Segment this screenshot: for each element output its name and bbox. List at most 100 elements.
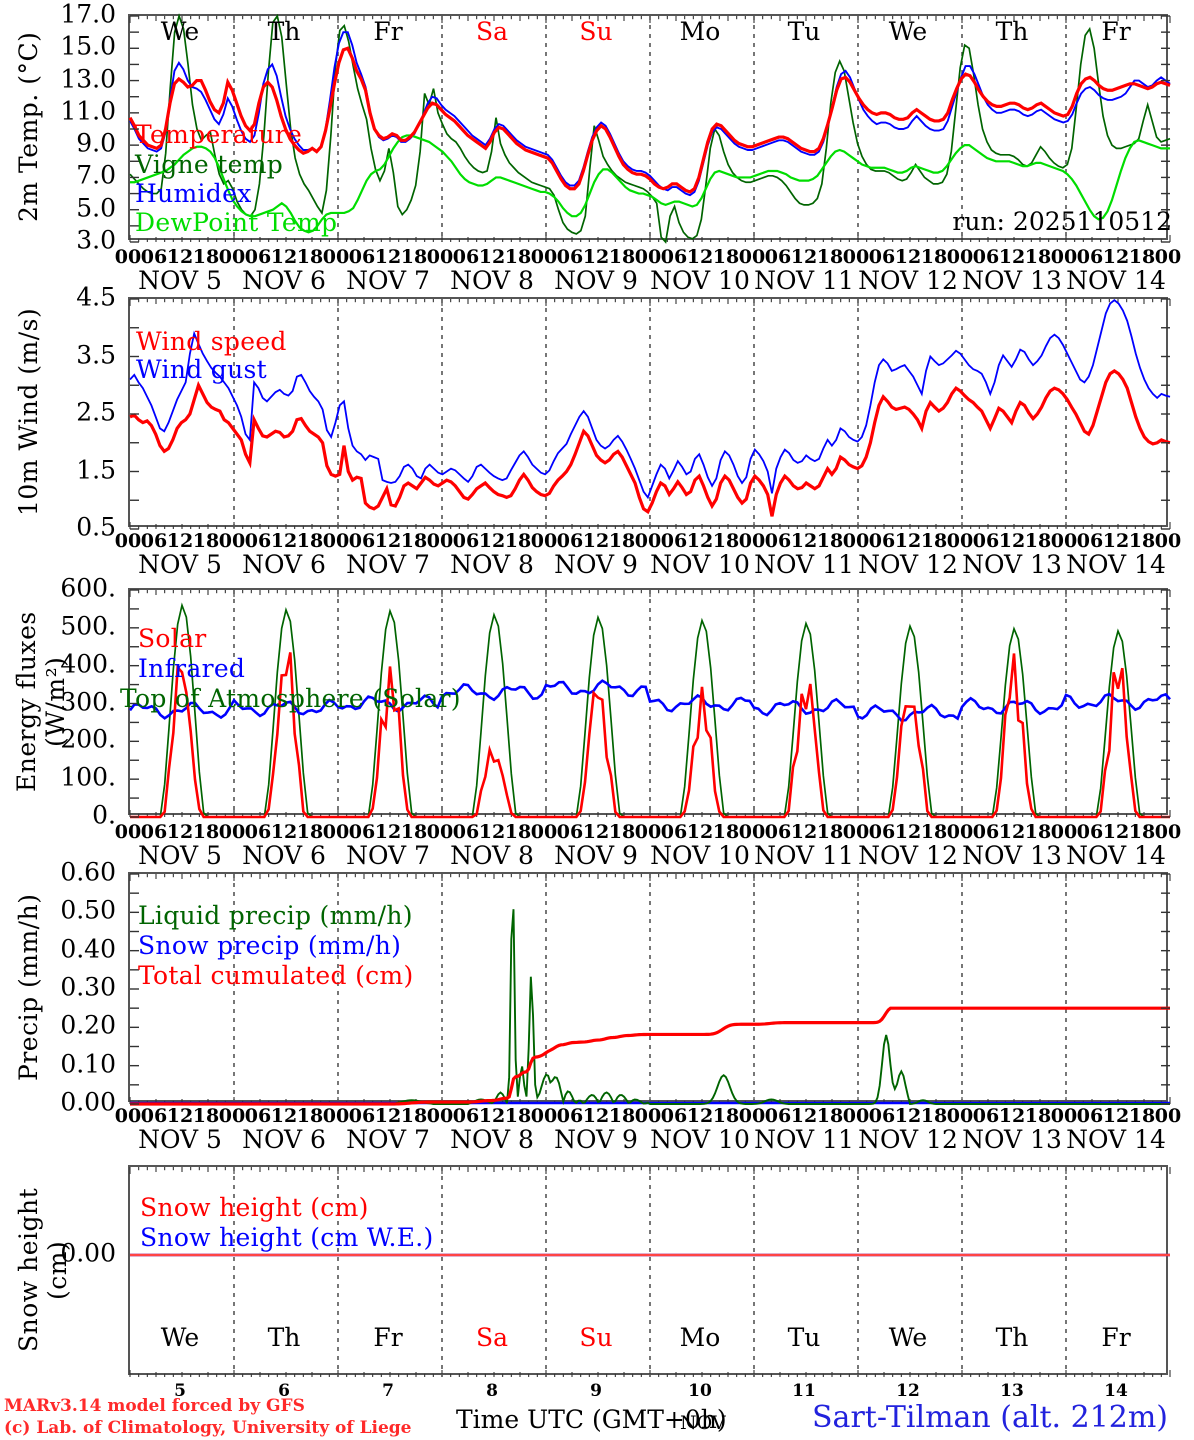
xtick-hour: 12 — [686, 821, 714, 843]
xdate-label: NOV 9 — [554, 550, 638, 579]
xdate-label: NOV 10 — [650, 550, 750, 579]
day-name-top: Fr — [373, 17, 403, 46]
ytick: 0.50 — [60, 895, 116, 925]
xtick-hour: 00 — [426, 246, 454, 268]
legend-wind-speed: Wind speed — [136, 327, 287, 356]
xdate-label: NOV 6 — [242, 266, 326, 295]
xtick-hour: 18 — [192, 1105, 220, 1127]
xtick-hour: 06 — [244, 821, 272, 843]
time-axis-label: Time UTC (GMT+0h) — [456, 1405, 727, 1434]
xtick-hour: 06 — [660, 246, 688, 268]
ytick: 9.0 — [76, 128, 116, 158]
xtick-hour: 12 — [894, 530, 922, 552]
day-number: 13 — [1000, 1381, 1024, 1401]
day-name-bottom: Tu — [787, 1323, 821, 1352]
xtick-hour: 18 — [920, 821, 948, 843]
wind-plot-area — [128, 297, 1171, 530]
xtick-hour: 18 — [712, 821, 740, 843]
xtick-hour: 00 — [842, 1105, 870, 1127]
xtick-hour: 06 — [244, 530, 272, 552]
precip-curves — [129, 873, 1171, 1106]
xtick-hour: 06 — [764, 530, 792, 552]
xtick-hour: 18 — [1128, 246, 1156, 268]
xtick-hour: 06 — [452, 530, 480, 552]
xtick-hour: 18 — [920, 1105, 948, 1127]
day-name-top: Mo — [679, 17, 721, 46]
xtick-hour: 06 — [868, 1105, 896, 1127]
xdate-label: NOV 6 — [242, 1125, 326, 1154]
xdate-label: NOV 12 — [858, 550, 958, 579]
xtick-hour: 00 — [114, 821, 142, 843]
xtick-hour: 12 — [998, 1105, 1026, 1127]
xtick-hour: 00 — [218, 821, 246, 843]
xdate-label: NOV 8 — [450, 266, 534, 295]
xtick-hour: 12 — [478, 530, 506, 552]
xdate-label: NOV 13 — [962, 266, 1062, 295]
xtick-hour: 00 — [1050, 1105, 1078, 1127]
xdate-label: NOV 13 — [962, 1125, 1062, 1154]
xdate-label: NOV 8 — [450, 550, 534, 579]
legend-vigne-temp: Vigne temp — [135, 150, 284, 179]
xtick-hour: 00 — [946, 821, 974, 843]
panel-precip: Precip (mm/h) 0.60 0.50 0.40 0.30 0.20 0… — [0, 858, 1194, 1165]
xtick-hour: 12 — [374, 1105, 402, 1127]
panel-temperature: 2m Temp. (°C) 17.0 15.0 13.0 11.0 9.0 7.… — [0, 0, 1194, 297]
ytick: 0.60 — [60, 857, 116, 887]
xtick-hour: 12 — [790, 821, 818, 843]
ytick: 4.5 — [76, 282, 116, 312]
xtick-hour: 18 — [296, 530, 324, 552]
xtick-hour: 18 — [504, 530, 532, 552]
xtick-hour: 12 — [1102, 821, 1130, 843]
day-name-bottom: We — [888, 1323, 928, 1352]
xtick-hour: 12 — [582, 1105, 610, 1127]
xtick-hour: 12 — [582, 246, 610, 268]
xtick-hour: 06 — [1076, 530, 1104, 552]
xtick-hour: 06 — [660, 1105, 688, 1127]
xtick-hour: 06 — [140, 821, 168, 843]
xtick-hour: 06 — [764, 1105, 792, 1127]
xtick-hour: 00 — [1154, 821, 1182, 843]
day-name-bottom: Th — [267, 1323, 301, 1352]
xtick-hour: 12 — [166, 530, 194, 552]
xtick-hour: 00 — [426, 530, 454, 552]
ytick: 3.5 — [76, 340, 116, 369]
xdate-label: NOV 13 — [962, 841, 1062, 870]
panel-snow-height: Snow height (cm) 0.00 Snow height (cm) S… — [0, 1165, 1194, 1440]
xtick-hour: 12 — [374, 246, 402, 268]
xdate-label: NOV 11 — [754, 841, 854, 870]
day-name-top: Sa — [475, 17, 509, 46]
day-number: 8 — [486, 1381, 498, 1401]
xtick-hour: 00 — [322, 246, 350, 268]
xtick-hour: 18 — [192, 530, 220, 552]
ytick: 0.10 — [60, 1049, 116, 1079]
xtick-hour: 06 — [660, 821, 688, 843]
xtick-hour: 06 — [764, 246, 792, 268]
panel-energy-fluxes: Energy fluxes (W/m²) 600. 500. 400. 300.… — [0, 574, 1194, 872]
day-name-bottom: Fr — [1101, 1323, 1131, 1352]
xtick-hour: 18 — [1024, 246, 1052, 268]
xtick-hour: 18 — [920, 246, 948, 268]
day-number: 12 — [896, 1381, 920, 1401]
xtick-hour: 06 — [348, 530, 376, 552]
xdate-label: NOV 12 — [858, 266, 958, 295]
xtick-hour: 18 — [920, 530, 948, 552]
model-credit-line1: MARv3.14 model forced by GFS — [4, 1396, 305, 1416]
xdate-label: NOV 10 — [650, 1125, 750, 1154]
xtick-hour: 18 — [504, 821, 532, 843]
xtick-hour: 06 — [972, 530, 1000, 552]
xtick-hour: 00 — [1050, 246, 1078, 268]
legend-humidex: Humidex — [135, 179, 252, 208]
xtick-hour: 00 — [634, 821, 662, 843]
xdate-label: NOV 5 — [138, 266, 222, 295]
snow-curves — [129, 1167, 1171, 1377]
temperature-curves — [128, 13, 1171, 244]
xtick-hour: 00 — [946, 530, 974, 552]
xtick-hour: 18 — [1024, 821, 1052, 843]
ytick: 0.5 — [76, 512, 116, 542]
xtick-hour: 06 — [660, 530, 688, 552]
xtick-hour: 06 — [1076, 246, 1104, 268]
xdate-label: NOV 5 — [138, 841, 222, 870]
xtick-hour: 06 — [972, 821, 1000, 843]
xtick-hour: 12 — [166, 246, 194, 268]
station-label: Sart-Tilman (alt. 212m) — [812, 1400, 1169, 1435]
